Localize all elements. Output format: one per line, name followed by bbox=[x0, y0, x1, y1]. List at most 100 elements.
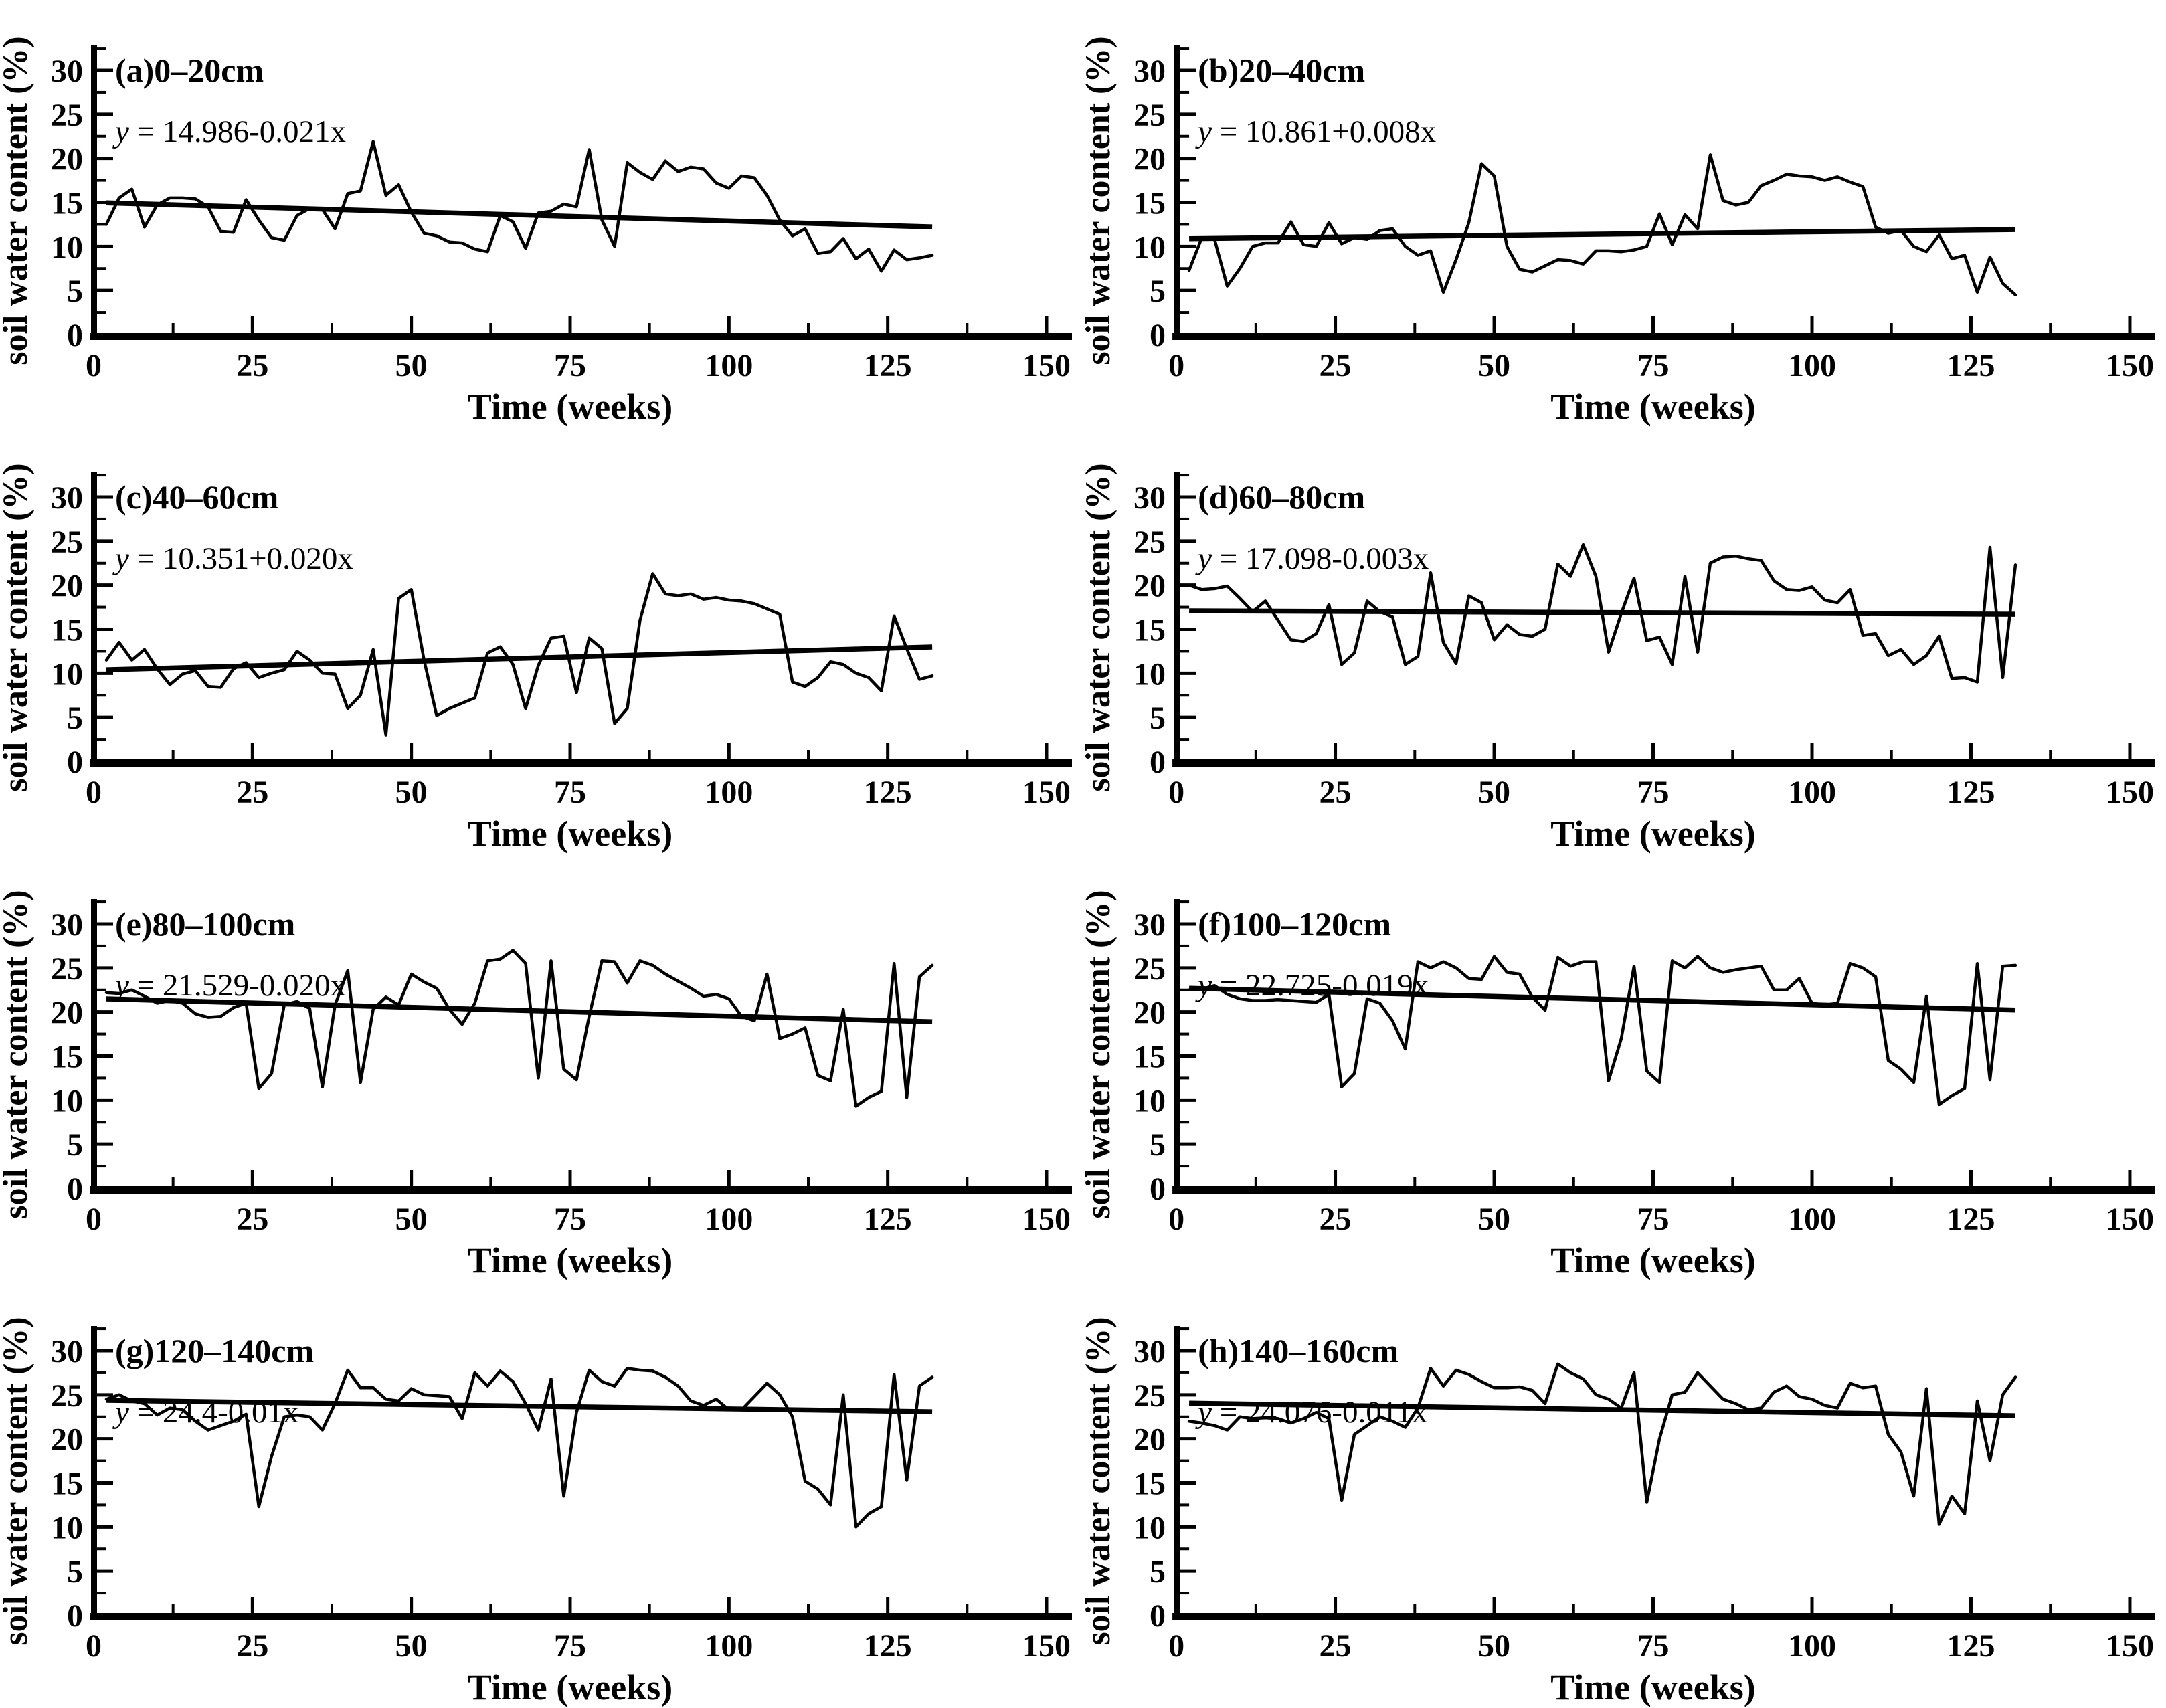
chart-d-x-tick-label: 0 bbox=[1168, 775, 1184, 810]
chart-h-x-tick-label: 0 bbox=[1168, 1628, 1184, 1664]
chart-a-y-tick-label: 0 bbox=[67, 318, 83, 353]
chart-g-y-tick-label: 25 bbox=[51, 1378, 83, 1414]
chart-c-x-axis-line bbox=[90, 759, 1072, 767]
chart-b-y-tick-label: 10 bbox=[1134, 229, 1166, 265]
chart-a: 0 25 50 75 100 125 150 0 5 10 15 20 25 30 Time (weeks)… bbox=[0, 36, 1072, 427]
chart-f-series-line bbox=[1187, 955, 2017, 1107]
chart-g-x-tick-label: 150 bbox=[1022, 1628, 1071, 1664]
chart-a-x-tick-label: 150 bbox=[1022, 348, 1071, 383]
chart-e-axes bbox=[90, 899, 1072, 1194]
chart-g-tick-labels: 0 25 50 75 100 125 150 0 5 10 15 20 25 30 bbox=[51, 1334, 1071, 1664]
chart-d-x-tick-label: 25 bbox=[1320, 775, 1352, 810]
chart-c-x-tick-label: 25 bbox=[236, 775, 268, 810]
chart-b-x-axis-title: Time (weeks) bbox=[1550, 387, 1756, 427]
chart-a-y-tick-label: 30 bbox=[51, 54, 83, 89]
chart-f-x-axis-line bbox=[1172, 1186, 2155, 1194]
chart-f-y-tick-label: 10 bbox=[1134, 1083, 1166, 1119]
chart-d-x-axis-line bbox=[1172, 759, 2155, 767]
panel-c: 0 25 50 75 100 125 150 0 5 10 15 20 25 30 Time (weeks)… bbox=[0, 427, 1083, 854]
chart-g-y-tick-label: 10 bbox=[51, 1510, 83, 1545]
chart-f-x-axis-title: Time (weeks) bbox=[1550, 1240, 1756, 1280]
chart-e-x-tick-label: 25 bbox=[236, 1202, 268, 1237]
chart-b-title: (b)20–40cm bbox=[1198, 52, 1365, 89]
chart-h-x-tick-label: 125 bbox=[1947, 1628, 1995, 1664]
chart-f-tick-labels: 0 25 50 75 100 125 150 0 5 10 15 20 25 30 bbox=[1134, 907, 2154, 1237]
chart-b-series-line bbox=[1187, 153, 2017, 296]
chart-c-y-axis-line bbox=[91, 472, 97, 766]
chart-e-x-tick-label: 150 bbox=[1022, 1202, 1071, 1237]
chart-g-y-tick-label: 20 bbox=[51, 1422, 83, 1458]
chart-g-series-line bbox=[104, 1367, 934, 1529]
chart-h-equation: y = 24.076-0.011x bbox=[1195, 1395, 1427, 1430]
panel-h: 0 25 50 75 100 125 150 0 5 10 15 20 25 30 Time (weeks)… bbox=[1083, 1280, 2166, 1707]
chart-g-x-axis-line bbox=[90, 1613, 1072, 1620]
chart-d-x-tick-label: 100 bbox=[1788, 775, 1836, 810]
chart-h-x-tick-label: 25 bbox=[1320, 1628, 1352, 1664]
chart-c-x-axis-title: Time (weeks) bbox=[468, 814, 672, 854]
chart-g-x-tick-label: 125 bbox=[864, 1628, 912, 1664]
chart-a-y-tick-label: 10 bbox=[51, 229, 83, 265]
chart-g-x-tick-label: 25 bbox=[236, 1628, 268, 1664]
chart-g-trend-line bbox=[106, 1398, 933, 1414]
chart-b-x-tick-label: 100 bbox=[1788, 348, 1836, 383]
chart-a-y-axis-title: soil water content (%) bbox=[0, 36, 35, 365]
chart-h-x-tick-label: 150 bbox=[2106, 1628, 2154, 1664]
chart-f-x-tick-label: 150 bbox=[2106, 1202, 2154, 1237]
chart-d-y-axis-line bbox=[1174, 472, 1180, 766]
chart-d-x-tick-label: 125 bbox=[1947, 775, 1995, 810]
chart-d-y-tick-label: 20 bbox=[1134, 569, 1166, 604]
chart-c-y-tick-label: 20 bbox=[51, 569, 83, 604]
chart-e: 0 25 50 75 100 125 150 0 5 10 15 20 25 30 Time (weeks)… bbox=[0, 890, 1072, 1280]
chart-g-y-tick-label: 15 bbox=[51, 1466, 83, 1501]
chart-a-y-tick-label: 25 bbox=[51, 98, 83, 133]
chart-d-y-tick-label: 5 bbox=[1150, 700, 1166, 736]
chart-c-x-tick-label: 150 bbox=[1022, 775, 1071, 810]
chart-a-x-tick-label: 125 bbox=[864, 348, 912, 383]
chart-f-title: (f)100–120cm bbox=[1198, 905, 1391, 943]
chart-a-y-axis-line bbox=[91, 45, 97, 339]
chart-d-y-tick-label: 10 bbox=[1134, 656, 1166, 692]
chart-d-x-tick-label: 50 bbox=[1478, 775, 1510, 810]
chart-e-x-tick-label: 75 bbox=[554, 1202, 586, 1237]
chart-b-y-axis-title: soil water content (%) bbox=[1083, 36, 1117, 365]
chart-c-x-tick-label: 75 bbox=[554, 775, 586, 810]
chart-b-x-tick-label: 0 bbox=[1168, 348, 1184, 383]
chart-g-x-axis-title: Time (weeks) bbox=[468, 1667, 672, 1707]
chart-b-equation: y = 10.861+0.008x bbox=[1195, 114, 1436, 149]
chart-b-x-tick-label: 50 bbox=[1478, 348, 1510, 383]
chart-e-y-tick-label: 10 bbox=[51, 1083, 83, 1119]
chart-h-y-axis-line bbox=[1174, 1326, 1180, 1620]
chart-a-x-tick-label: 0 bbox=[86, 348, 102, 383]
chart-f-y-axis-title: soil water content (%) bbox=[1083, 890, 1117, 1218]
chart-a-x-tick-label: 50 bbox=[395, 348, 428, 383]
chart-h-x-tick-label: 100 bbox=[1788, 1628, 1836, 1664]
chart-d-y-axis-title: soil water content (%) bbox=[1083, 463, 1117, 791]
chart-g-y-tick-label: 5 bbox=[67, 1554, 83, 1590]
panel-f: 0 25 50 75 100 125 150 0 5 10 15 20 25 30 Time (weeks)… bbox=[1083, 854, 2166, 1280]
chart-f-equation: y = 22.725-0.019x bbox=[1195, 968, 1429, 1003]
chart-c-axes bbox=[90, 472, 1072, 767]
chart-h-trend-line bbox=[1189, 1400, 2016, 1418]
chart-d-y-tick-label: 30 bbox=[1134, 480, 1166, 516]
chart-h: 0 25 50 75 100 125 150 0 5 10 15 20 25 30 Time (weeks)… bbox=[1083, 1317, 2155, 1707]
chart-g-x-tick-label: 75 bbox=[554, 1628, 586, 1664]
chart-h-x-axis-line bbox=[1172, 1613, 2155, 1620]
chart-a-x-tick-label: 100 bbox=[705, 348, 753, 383]
chart-h-y-tick-label: 25 bbox=[1134, 1378, 1166, 1414]
chart-c-title: (c)40–60cm bbox=[115, 478, 278, 516]
chart-h-title: (h)140–160cm bbox=[1198, 1332, 1398, 1369]
chart-h-axes bbox=[1172, 1326, 2155, 1620]
chart-d-trend-line bbox=[1189, 608, 2015, 617]
chart-e-trend-line bbox=[106, 996, 933, 1025]
chart-e-y-axis-title: soil water content (%) bbox=[0, 890, 35, 1219]
chart-e-y-tick-label: 0 bbox=[67, 1171, 83, 1207]
chart-d-title: (d)60–80cm bbox=[1198, 478, 1365, 516]
chart-c-equation: y = 10.351+0.020x bbox=[112, 541, 353, 576]
chart-b-y-axis-line bbox=[1174, 45, 1180, 339]
chart-a-y-tick-label: 20 bbox=[51, 142, 83, 177]
chart-f-y-tick-label: 20 bbox=[1134, 995, 1166, 1031]
chart-g-axes bbox=[90, 1326, 1072, 1620]
chart-h-x-tick-label: 75 bbox=[1637, 1628, 1669, 1664]
chart-e-equation: y = 21.529-0.020x bbox=[112, 968, 346, 1003]
